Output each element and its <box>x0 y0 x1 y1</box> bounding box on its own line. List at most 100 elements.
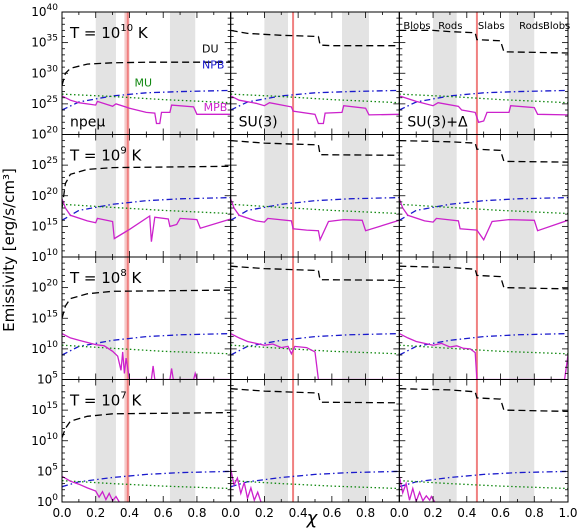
x-tick-label: 0.0 <box>390 506 409 520</box>
temperature-label: T = 1010 K <box>69 23 149 42</box>
series-mpb <box>62 198 231 242</box>
temperature-unit: K <box>127 392 143 410</box>
y-tick-exponent: 25 <box>47 95 58 105</box>
y-tick-label: 1030 <box>31 64 58 80</box>
y-tick-exponent: 15 <box>47 401 58 411</box>
y-tick-label: 1020 <box>31 279 58 295</box>
series-npb <box>62 89 231 111</box>
shade-region <box>169 379 196 502</box>
series-mu <box>399 344 569 355</box>
x-tick-label: 0.0 <box>221 506 240 520</box>
panel-r3-c3 <box>398 256 569 380</box>
series-du <box>399 139 569 163</box>
series-du <box>399 29 569 54</box>
shade-region <box>95 134 116 257</box>
y-tick-exponent: 0 <box>52 493 58 503</box>
series-mu <box>230 479 400 490</box>
series-npb <box>62 332 231 356</box>
panel-r4-c2 <box>230 379 400 503</box>
series-npb <box>62 196 231 221</box>
y-tick-label: 1020 <box>31 126 58 142</box>
x-tick-label: 0.4 <box>120 506 139 520</box>
series-du <box>62 165 231 209</box>
y-tick-exponent: 15 <box>47 217 58 227</box>
phase-label: Blobs <box>403 21 430 32</box>
series-mpb <box>399 476 436 502</box>
y-tick-exponent: 25 <box>47 156 58 166</box>
temperature-unit: K <box>133 24 149 42</box>
series-mpb <box>62 333 231 380</box>
shade-region <box>169 12 196 135</box>
y-tick-exponent: 20 <box>47 126 59 136</box>
series-mu <box>230 344 400 355</box>
x-tick-label: 0.8 <box>187 506 206 520</box>
series-npb <box>230 332 400 356</box>
panel-r4-c1 <box>61 379 232 503</box>
x-axis-label: χ <box>306 508 319 529</box>
series-du <box>399 265 569 290</box>
temperature-label: T = 107 K <box>69 391 143 410</box>
series-du <box>62 411 231 438</box>
temperature-exponent: 9 <box>120 146 126 157</box>
shade-region <box>169 257 196 380</box>
temperature-label: T = 108 K <box>69 268 143 287</box>
series-mu <box>230 203 400 215</box>
series-mu <box>230 93 400 104</box>
temperature-label: T = 109 K <box>69 146 143 165</box>
y-tick-exponent: 40 <box>47 3 59 13</box>
y-tick-exponent: 10 <box>47 432 59 442</box>
series-mpb <box>230 333 400 380</box>
shade-region <box>508 12 535 135</box>
y-tick-exponent: 20 <box>47 187 59 197</box>
y-tick-exponent: 10 <box>47 248 59 258</box>
series-mu <box>62 203 231 215</box>
series-npb <box>230 196 400 221</box>
shade-region <box>341 257 369 380</box>
series-du <box>230 139 400 156</box>
column-label: npeμ <box>70 115 105 131</box>
series-du <box>62 289 231 319</box>
y-tick-label: 1010 <box>31 432 58 448</box>
y-axis-label: Emissivity [erg/s/cm³] <box>0 168 18 332</box>
shade-region <box>95 379 116 502</box>
series-npb <box>399 196 569 221</box>
panel-frame <box>230 134 400 258</box>
series-mu <box>62 344 231 355</box>
y-tick-exponent: 20 <box>47 279 59 289</box>
y-tick-exponent: 35 <box>47 34 58 44</box>
shade-region <box>433 134 457 257</box>
y-tick-label: 1035 <box>31 34 58 50</box>
x-tick-label: 0.4 <box>289 506 308 520</box>
shade-region <box>508 134 535 257</box>
y-tick-exponent: 30 <box>47 64 59 74</box>
series-mpb <box>62 475 120 502</box>
series-mpb <box>230 198 400 242</box>
column-label: SU(3) <box>239 115 278 131</box>
series-label-mu: MU <box>135 77 153 90</box>
shade-region <box>169 134 196 257</box>
y-tick-exponent: 15 <box>47 309 58 319</box>
series-npb <box>62 470 231 488</box>
temperature-exponent: 7 <box>120 391 126 402</box>
phase-label: Rods <box>519 21 543 32</box>
phase-label: Blobs <box>543 21 570 32</box>
panel-r2-c2 <box>230 134 400 258</box>
x-tick-label: 0.6 <box>491 506 510 520</box>
y-tick-exponent: 5 <box>52 462 58 472</box>
shade-region <box>341 134 369 257</box>
series-mpb <box>399 198 569 242</box>
y-tick-label: 1015 <box>31 309 58 325</box>
x-tick-label: 0.8 <box>356 506 375 520</box>
y-tick-label: 1015 <box>31 401 58 417</box>
series-mpb <box>399 333 569 380</box>
series-label-du: DU <box>202 42 219 55</box>
y-tick-label: 1010 <box>31 248 58 264</box>
series-npb <box>230 470 400 488</box>
series-du <box>230 29 400 47</box>
shade-region <box>341 379 369 502</box>
shade-region <box>433 12 457 135</box>
shade-region <box>264 379 289 502</box>
series-mpb <box>230 468 262 502</box>
series-mu <box>62 93 231 104</box>
